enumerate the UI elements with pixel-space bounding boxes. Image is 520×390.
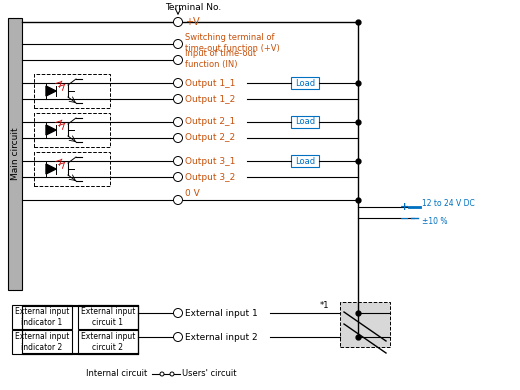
- Bar: [34, 113, 110, 147]
- Text: +: +: [400, 202, 409, 212]
- Text: ②: ②: [176, 80, 180, 85]
- Circle shape: [174, 39, 183, 48]
- Text: Users' circuit: Users' circuit: [182, 369, 237, 379]
- Circle shape: [174, 156, 183, 165]
- Circle shape: [174, 195, 183, 204]
- Polygon shape: [46, 125, 56, 135]
- Bar: [12, 330, 72, 354]
- Text: ④: ④: [176, 119, 180, 124]
- Text: ①: ①: [175, 20, 181, 25]
- Bar: [78, 330, 138, 354]
- Text: External input
indicator 1: External input indicator 1: [15, 307, 69, 327]
- Bar: [291, 116, 319, 128]
- Circle shape: [160, 372, 164, 376]
- Circle shape: [174, 78, 183, 87]
- Bar: [12, 305, 72, 329]
- Text: Load: Load: [295, 78, 315, 87]
- Text: External input
indicator 2: External input indicator 2: [15, 332, 69, 352]
- Text: Input of time-out: Input of time-out: [185, 50, 256, 58]
- Text: ⑥: ⑥: [176, 197, 180, 202]
- Text: ⑨: ⑨: [176, 158, 180, 163]
- Text: Output 2_1: Output 2_1: [185, 117, 235, 126]
- Text: ⑤: ⑤: [176, 135, 180, 140]
- Text: External input
circuit 1: External input circuit 1: [81, 307, 135, 327]
- Text: Switching terminal of: Switching terminal of: [185, 32, 275, 41]
- Text: External input 1: External input 1: [185, 308, 258, 317]
- Bar: [34, 152, 110, 186]
- Circle shape: [174, 94, 183, 103]
- Text: Output 1_1: Output 1_1: [185, 78, 236, 87]
- Text: ③: ③: [176, 96, 180, 101]
- Text: 12 to 24 V DC: 12 to 24 V DC: [422, 200, 475, 209]
- Text: Load: Load: [295, 117, 315, 126]
- Text: −: −: [400, 214, 409, 224]
- Text: ±10 %: ±10 %: [422, 216, 448, 225]
- Text: External input
circuit 2: External input circuit 2: [81, 332, 135, 352]
- Circle shape: [174, 333, 183, 342]
- Text: Output 1_2: Output 1_2: [185, 94, 235, 103]
- Text: ⑧: ⑧: [176, 57, 180, 62]
- Bar: [340, 302, 390, 347]
- Bar: [8, 18, 22, 290]
- Circle shape: [170, 372, 174, 376]
- Text: ⑫: ⑫: [176, 310, 179, 316]
- Circle shape: [174, 308, 183, 317]
- Text: *1: *1: [320, 301, 330, 310]
- Text: 0 V: 0 V: [185, 190, 200, 199]
- Text: ⑪: ⑪: [176, 334, 179, 340]
- Text: Output 3_1: Output 3_1: [185, 156, 236, 165]
- Text: function (IN): function (IN): [185, 60, 238, 69]
- Bar: [291, 77, 319, 89]
- Text: Output 3_2: Output 3_2: [185, 172, 235, 181]
- Bar: [34, 74, 110, 108]
- Text: Main circuit: Main circuit: [10, 128, 20, 180]
- Polygon shape: [46, 86, 56, 96]
- Text: +V: +V: [185, 17, 200, 27]
- Circle shape: [174, 117, 183, 126]
- Circle shape: [174, 133, 183, 142]
- Circle shape: [174, 55, 183, 64]
- Text: ⑦: ⑦: [176, 41, 180, 46]
- Text: time-out function (+V): time-out function (+V): [185, 44, 280, 53]
- Text: Load: Load: [295, 156, 315, 165]
- Polygon shape: [46, 164, 56, 174]
- Circle shape: [174, 18, 183, 27]
- Text: Output 2_2: Output 2_2: [185, 133, 235, 142]
- Circle shape: [174, 172, 183, 181]
- Text: Internal circuit: Internal circuit: [86, 369, 147, 379]
- Bar: [22, 305, 138, 354]
- Text: External input 2: External input 2: [185, 333, 257, 342]
- Text: Terminal No.: Terminal No.: [165, 4, 221, 12]
- Bar: [78, 305, 138, 329]
- Bar: [291, 155, 319, 167]
- Text: ⑩: ⑩: [176, 174, 180, 179]
